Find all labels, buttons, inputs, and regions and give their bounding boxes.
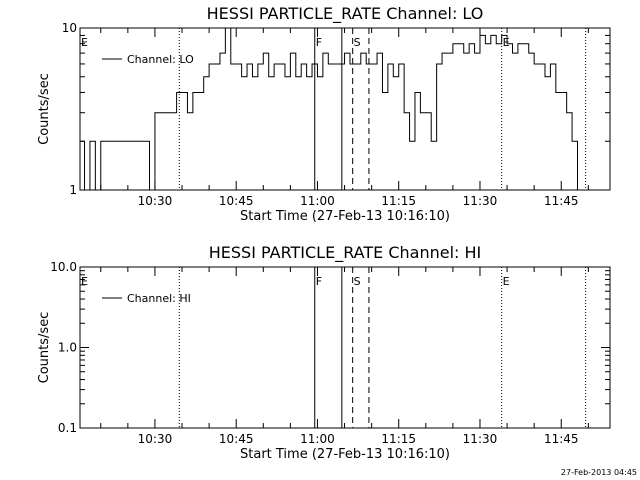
x-tick-label: 11:00 bbox=[300, 432, 335, 446]
legend-label: Channel: LO bbox=[127, 53, 194, 66]
y-axis-label: Counts/sec bbox=[37, 73, 52, 145]
y-axis-label: Counts/sec bbox=[37, 312, 52, 384]
y-tick-label: 10.0 bbox=[50, 260, 77, 274]
event-marker-label: S bbox=[354, 275, 361, 288]
x-tick-label: 11:15 bbox=[381, 432, 416, 446]
chart-title: HESSI PARTICLE_RATE Channel: HI bbox=[209, 243, 482, 263]
x-axis-label: Start Time (27-Feb-13 10:16:10) bbox=[240, 447, 450, 462]
event-marker-label: F bbox=[316, 275, 322, 288]
chart-title: HESSI PARTICLE_RATE Channel: LO bbox=[207, 4, 484, 24]
event-marker-label: E bbox=[81, 275, 88, 288]
x-tick-label: 11:00 bbox=[300, 194, 335, 208]
y-tick-label: 10 bbox=[62, 21, 77, 35]
x-tick-label: 11:15 bbox=[381, 194, 416, 208]
x-tick-label: 11:30 bbox=[463, 432, 498, 446]
y-tick-label: 1.0 bbox=[58, 341, 77, 355]
event-marker-label: S bbox=[354, 36, 361, 49]
x-tick-label: 10:30 bbox=[138, 194, 173, 208]
x-tick-label: 10:45 bbox=[219, 194, 254, 208]
x-tick-label: 11:45 bbox=[544, 194, 579, 208]
y-tick-label: 0.1 bbox=[58, 421, 77, 435]
x-tick-label: 11:45 bbox=[544, 432, 579, 446]
event-marker-label: E bbox=[81, 36, 88, 49]
y-tick-label: 1 bbox=[69, 183, 77, 197]
event-marker-label: E bbox=[503, 36, 510, 49]
series-line bbox=[80, 27, 578, 191]
event-marker-label: F bbox=[316, 36, 322, 49]
x-axis-label: Start Time (27-Feb-13 10:16:10) bbox=[240, 209, 450, 224]
x-tick-label: 10:30 bbox=[138, 432, 173, 446]
event-marker-label: E bbox=[503, 275, 510, 288]
legend-label: Channel: HI bbox=[127, 292, 191, 305]
footer-timestamp: 27-Feb-2013 04:45 bbox=[561, 468, 637, 477]
x-tick-label: 11:30 bbox=[463, 194, 498, 208]
x-tick-label: 10:45 bbox=[219, 432, 254, 446]
